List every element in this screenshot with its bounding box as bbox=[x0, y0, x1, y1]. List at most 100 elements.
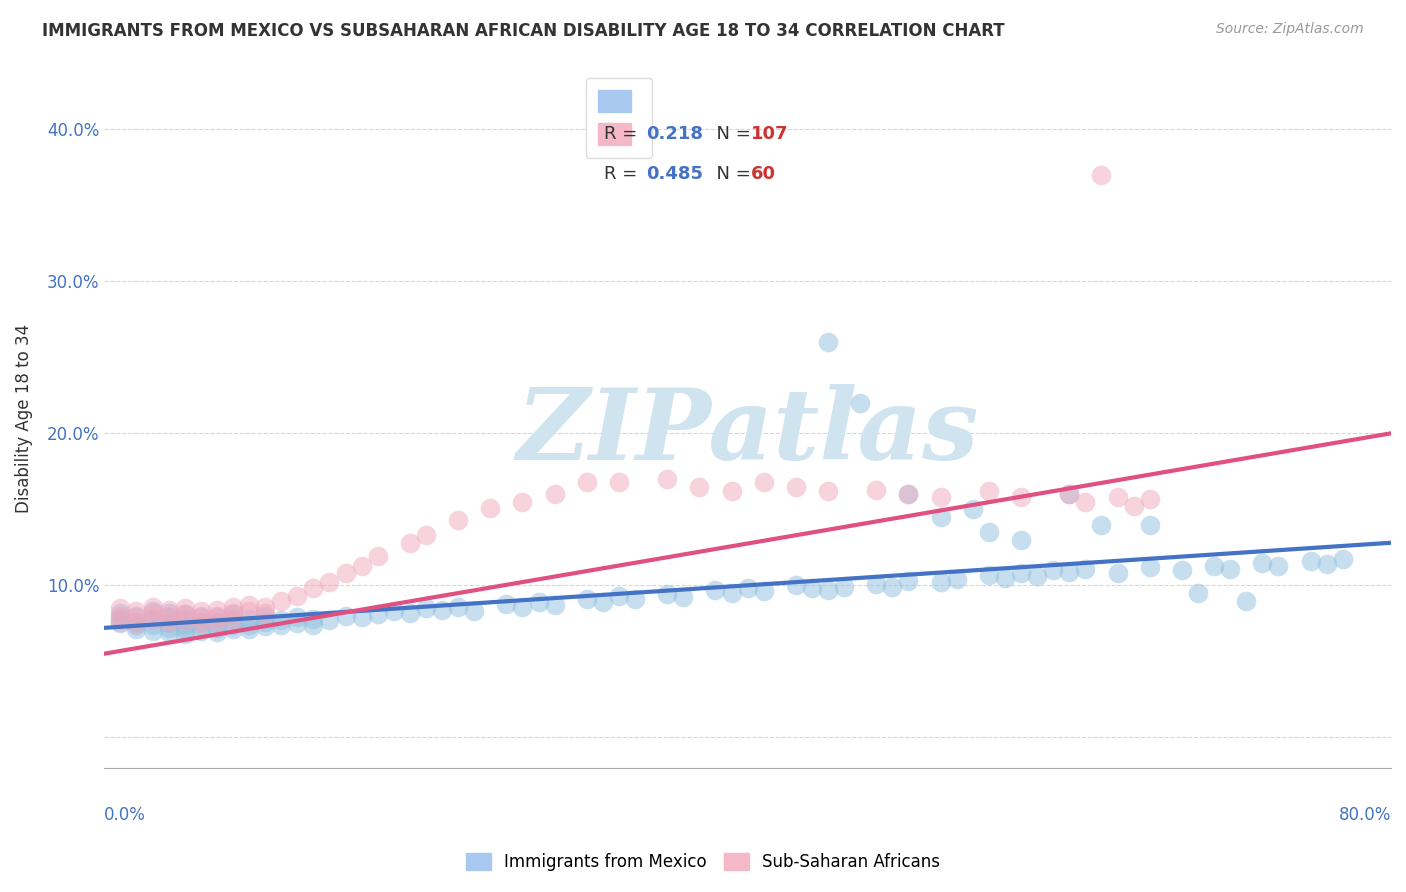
Point bbox=[865, 483, 887, 497]
Point bbox=[1234, 593, 1257, 607]
Point bbox=[607, 589, 630, 603]
Point bbox=[1202, 558, 1225, 573]
Point bbox=[254, 599, 277, 614]
Legend: Immigrants from Mexico, Sub-Saharan Africans: Immigrants from Mexico, Sub-Saharan Afri… bbox=[458, 845, 948, 880]
Point bbox=[415, 528, 437, 542]
Point bbox=[1171, 563, 1194, 577]
Text: 0.0%: 0.0% bbox=[104, 806, 146, 824]
Point bbox=[929, 509, 952, 524]
Point bbox=[254, 606, 277, 620]
Point bbox=[173, 601, 195, 615]
Point bbox=[1187, 586, 1209, 600]
Point bbox=[238, 612, 260, 626]
Point bbox=[157, 625, 180, 640]
Point bbox=[205, 615, 228, 629]
Point bbox=[1107, 566, 1129, 581]
Point bbox=[141, 606, 163, 620]
Point bbox=[1331, 552, 1354, 566]
Point bbox=[1074, 561, 1097, 575]
Point bbox=[657, 587, 679, 601]
Point bbox=[1251, 556, 1274, 570]
Point bbox=[1316, 557, 1339, 571]
Text: N =: N = bbox=[704, 125, 756, 143]
Point bbox=[399, 535, 422, 549]
Text: R =: R = bbox=[603, 165, 643, 183]
Point bbox=[977, 567, 1000, 582]
Point bbox=[1010, 566, 1032, 581]
Point bbox=[190, 615, 212, 629]
Point bbox=[657, 472, 679, 486]
Point bbox=[173, 613, 195, 627]
Point bbox=[110, 612, 132, 626]
Point bbox=[222, 613, 245, 627]
Point bbox=[205, 621, 228, 635]
Point bbox=[785, 578, 807, 592]
Point bbox=[479, 500, 502, 515]
Text: ZIPatlas: ZIPatlas bbox=[516, 384, 979, 481]
Point bbox=[238, 598, 260, 612]
Point bbox=[254, 608, 277, 623]
Point bbox=[882, 580, 904, 594]
Point bbox=[335, 566, 357, 581]
Text: 60: 60 bbox=[751, 165, 776, 183]
Text: 0.485: 0.485 bbox=[645, 165, 703, 183]
Point bbox=[367, 549, 389, 564]
Point bbox=[1010, 533, 1032, 547]
Point bbox=[785, 479, 807, 493]
Point bbox=[607, 475, 630, 489]
Point bbox=[1139, 491, 1161, 506]
Point bbox=[141, 612, 163, 626]
Point bbox=[977, 525, 1000, 540]
Point bbox=[222, 623, 245, 637]
Point bbox=[447, 513, 470, 527]
Point bbox=[1026, 569, 1049, 583]
Point bbox=[962, 502, 984, 516]
Point bbox=[302, 612, 325, 626]
Text: N =: N = bbox=[704, 165, 756, 183]
Point bbox=[1042, 563, 1064, 577]
Point bbox=[190, 604, 212, 618]
Point bbox=[110, 615, 132, 629]
Point bbox=[205, 616, 228, 631]
Point bbox=[318, 613, 340, 627]
Point bbox=[125, 623, 148, 637]
Point bbox=[190, 616, 212, 631]
Point bbox=[527, 595, 550, 609]
Point bbox=[865, 576, 887, 591]
Point bbox=[1090, 517, 1112, 532]
Point bbox=[270, 593, 292, 607]
Point bbox=[125, 616, 148, 631]
Point bbox=[1267, 558, 1289, 573]
Point bbox=[205, 602, 228, 616]
Point bbox=[1139, 560, 1161, 574]
Point bbox=[543, 487, 565, 501]
Point bbox=[125, 617, 148, 632]
Point bbox=[897, 574, 920, 588]
Point bbox=[110, 616, 132, 631]
Point bbox=[399, 606, 422, 620]
Point bbox=[110, 606, 132, 620]
Point bbox=[141, 604, 163, 618]
Point bbox=[173, 607, 195, 622]
Legend: , : , bbox=[585, 78, 652, 158]
Point bbox=[1010, 490, 1032, 504]
Point bbox=[190, 608, 212, 623]
Point bbox=[222, 612, 245, 626]
Point bbox=[190, 619, 212, 633]
Point bbox=[190, 610, 212, 624]
Point bbox=[752, 584, 775, 599]
Point bbox=[350, 558, 373, 573]
Point bbox=[463, 604, 485, 618]
Point bbox=[141, 617, 163, 632]
Point bbox=[1122, 500, 1144, 514]
Point bbox=[222, 606, 245, 620]
Text: 80.0%: 80.0% bbox=[1339, 806, 1391, 824]
Point bbox=[495, 597, 517, 611]
Point bbox=[849, 396, 872, 410]
Point bbox=[543, 598, 565, 612]
Point bbox=[1107, 490, 1129, 504]
Text: IMMIGRANTS FROM MEXICO VS SUBSAHARAN AFRICAN DISABILITY AGE 18 TO 34 CORRELATION: IMMIGRANTS FROM MEXICO VS SUBSAHARAN AFR… bbox=[42, 22, 1005, 40]
Point bbox=[1074, 494, 1097, 508]
Point bbox=[125, 608, 148, 623]
Point bbox=[817, 335, 839, 350]
